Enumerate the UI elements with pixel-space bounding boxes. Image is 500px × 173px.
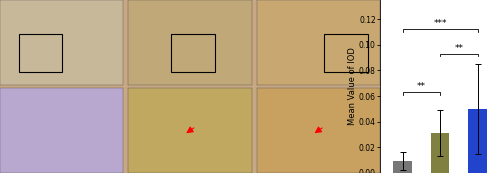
Bar: [393, 161, 412, 173]
Bar: [430, 133, 450, 173]
Bar: [18, 34, 62, 72]
Text: ***: ***: [433, 19, 447, 28]
Text: **: **: [454, 44, 463, 53]
Text: **: **: [417, 82, 426, 91]
Bar: [468, 109, 487, 173]
Bar: [324, 34, 368, 72]
Y-axis label: Mean Value of IOD: Mean Value of IOD: [348, 48, 358, 125]
Bar: [172, 34, 214, 72]
